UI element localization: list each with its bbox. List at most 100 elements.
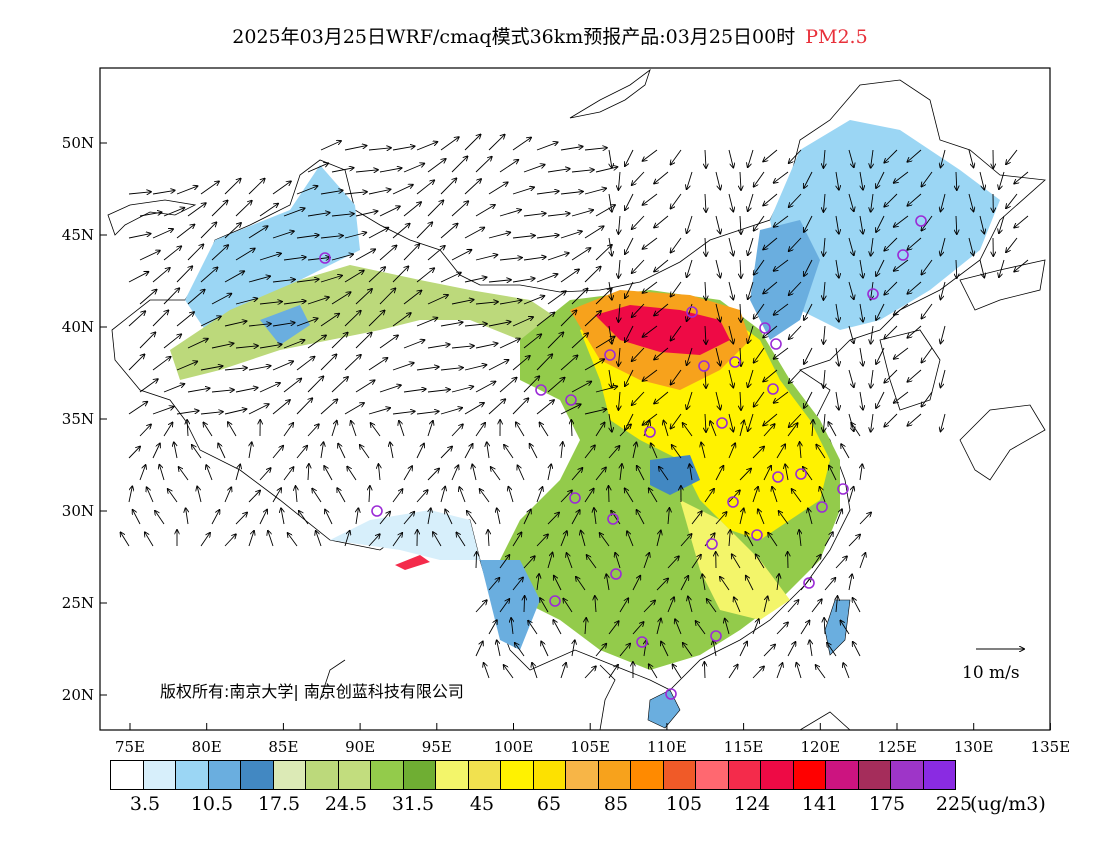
wind-arrow [848,193,854,211]
wind-arrow [224,271,244,283]
light-blue-region-west [185,165,360,330]
wind-arrow [687,171,693,189]
wind-arrow [804,215,813,232]
wind-arrow [427,390,450,393]
colorbar-label: 85 [603,793,629,815]
wind-arrow [740,259,741,278]
wind-arrow [656,531,661,547]
colorbar-label: 141 [801,793,839,815]
wind-arrow [532,663,538,679]
wind-arrow [594,508,596,525]
wind-arrow [803,467,813,481]
wind-arrow [159,465,165,481]
wind-arrow [211,510,220,525]
wind-arrow [296,235,319,239]
wind-arrow [248,366,271,371]
wind-arrow [403,512,414,525]
wind-arrow [235,299,257,305]
wind-arrow [296,486,298,503]
wind-arrow [843,663,850,679]
wind-arrow [218,444,226,459]
wind-arrow [344,192,367,194]
wind-arrow [789,325,802,339]
wind-arrow [554,576,562,591]
wind-arrow [416,268,434,283]
wind-arrow [331,214,354,216]
wind-arrow [609,149,612,168]
wind-arrow [859,171,863,190]
wind-arrow [416,411,439,414]
wind-arrow [680,534,692,547]
wind-arrow [541,642,549,657]
wind-arrow [187,388,210,393]
colorbar-label: 65 [536,793,562,815]
wind-arrow [999,171,1005,189]
wind-arrow [728,149,733,168]
wind-arrow [667,556,679,569]
wind-arrow [643,553,649,569]
wind-arrow [488,280,511,282]
wind-arrow [464,444,473,459]
wind-arrow [464,324,487,326]
colorbar-cell [467,760,501,790]
wind-arrow [211,343,234,349]
colorbar-cell [240,760,274,790]
wind-arrow [740,215,741,234]
wind-arrow [581,531,586,547]
wind-arrow [687,259,693,277]
wind-arrow [307,258,330,261]
wind-arrow [344,146,367,151]
station-marker [767,383,779,395]
wind-arrow [687,347,693,365]
wind-arrow [715,347,720,366]
wind-arrow [654,303,669,316]
wind-arrow [392,411,415,414]
wind-arrow [484,663,490,679]
wind-arrow [464,228,484,239]
wind-arrow [632,215,645,229]
station-marker [565,394,577,406]
wind-arrow [321,442,324,459]
wind-arrow [523,334,541,349]
wind-arrow [200,366,223,371]
wind-arrow [368,267,385,283]
wind-arrow [606,574,609,591]
wind-arrow [235,465,240,481]
wind-arrow [746,576,754,591]
wind-arrow [155,511,165,525]
wind-arrow [800,621,810,635]
wind-arrow [499,300,522,305]
wind-arrow [187,290,205,305]
wind-arrow [754,171,765,187]
wind-arrow [715,466,723,481]
wind-arrow [871,149,873,168]
wind-arrow [884,149,898,163]
wind-arrow [560,663,566,679]
colorbar-cell [532,760,566,790]
wind-arrow [259,204,278,217]
wind-arrow [667,597,674,613]
wind-arrow [884,325,898,339]
wind-arrow [211,245,228,261]
wind-arrow [356,508,358,525]
colorbar-cell [500,760,534,790]
wind-arrow [451,250,472,261]
wind-arrow [451,465,458,481]
wind-arrow [197,487,202,503]
colorbar-label: 45 [469,793,495,815]
wind-arrow [739,421,744,437]
wind-arrow [536,142,558,151]
wind-arrow [331,168,354,173]
wind-arrow [440,178,456,195]
wind-arrow [560,231,582,239]
wind-arrow [392,224,410,239]
wind-arrow [499,160,518,173]
wind-arrow [859,303,863,322]
wind-arrow [859,347,863,366]
wind-arrow [283,257,306,261]
wind-arrow [464,365,486,371]
wind-arrow [705,193,706,212]
wind-arrow [428,508,431,525]
lat-tick-label: 30N [62,502,94,520]
station-marker [706,538,718,550]
